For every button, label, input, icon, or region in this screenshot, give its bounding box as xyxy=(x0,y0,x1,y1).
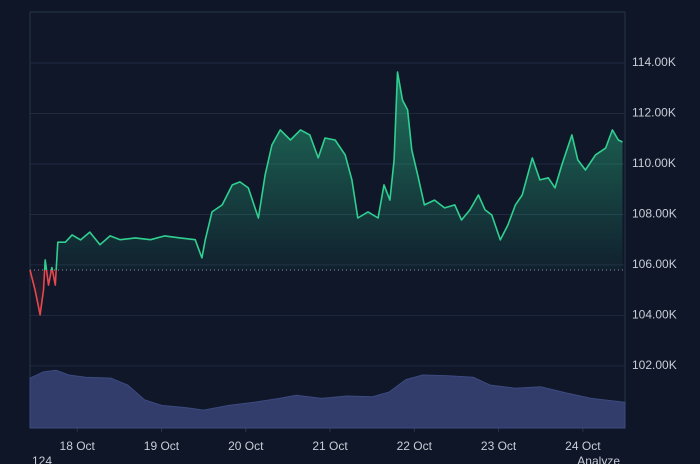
footer-left: 124 xyxy=(32,454,52,464)
y-tick-label: 110.00K xyxy=(632,156,676,170)
y-tick-label: 108.00K xyxy=(632,207,677,221)
y-tick-label: 106.00K xyxy=(632,257,677,271)
y-tick-label: 114.00K xyxy=(632,55,676,69)
x-tick-label: 20 Oct xyxy=(228,439,264,453)
x-tick-label: 24 Oct xyxy=(565,439,601,453)
y-tick-label: 104.00K xyxy=(632,308,677,322)
x-tick-label: 23 Oct xyxy=(481,439,517,453)
price-area xyxy=(30,72,623,315)
volume-area xyxy=(29,369,626,429)
y-tick-label: 112.00K xyxy=(632,106,676,120)
x-tick-label: 22 Oct xyxy=(397,439,433,453)
price-line xyxy=(29,71,623,316)
y-tick-label: 102.00K xyxy=(632,358,677,372)
footer-right: Analyze xyxy=(577,454,620,464)
x-tick-label: 21 Oct xyxy=(312,439,348,453)
x-tick-label: 19 Oct xyxy=(144,439,180,453)
x-tick-label: 18 Oct xyxy=(60,439,96,453)
